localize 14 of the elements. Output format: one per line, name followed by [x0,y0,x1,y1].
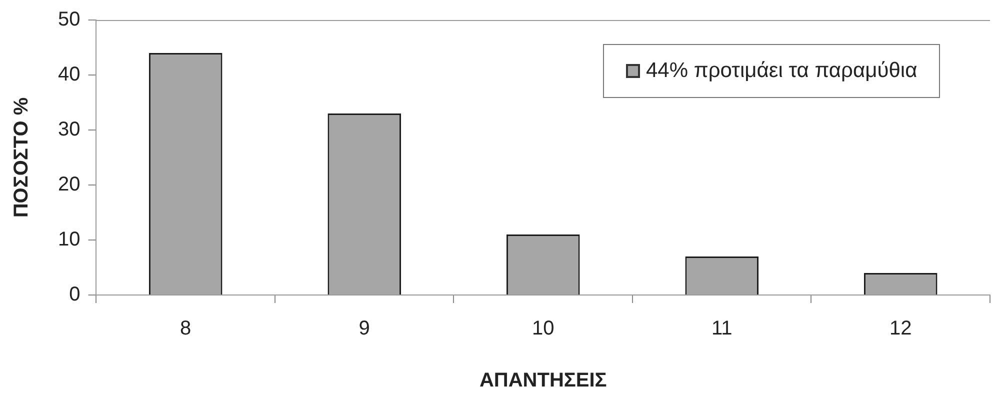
x-axis-title: ΑΠΑΝΤΗΣΕΙΣ [479,370,607,392]
x-tick-label: 11 [711,318,732,340]
y-tick-label: 10 [58,228,80,251]
y-tick-label: 20 [58,174,80,196]
x-tick-label: 8 [180,318,192,340]
y-tick-label: 50 [58,8,80,31]
y-tick-label: 0 [69,284,80,306]
legend-label: 44% προτιμάει τα παραμύθια [646,59,918,83]
x-tick-label: 9 [358,318,370,340]
y-tick-label: 30 [58,118,80,141]
x-tick-label: 12 [890,318,912,340]
y-axis-title: ΠΟΣΟΣΤΟ % [10,97,33,218]
y-tick-label: 40 [58,64,80,86]
x-tick-label: 10 [532,318,554,340]
